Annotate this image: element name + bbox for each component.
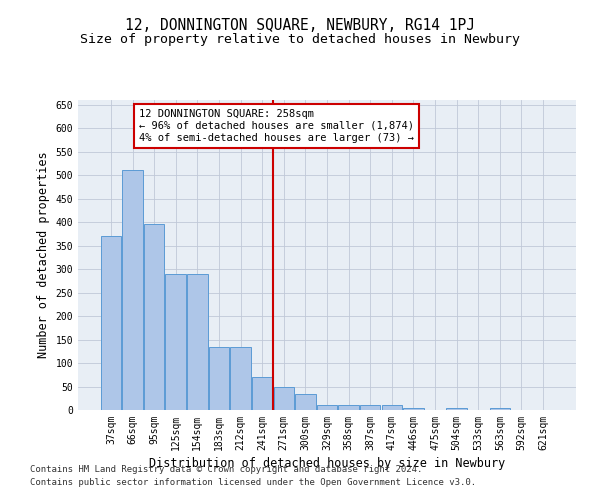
Bar [338, 406, 359, 410]
Bar [166, 274, 186, 410]
Text: Size of property relative to detached houses in Newbury: Size of property relative to detached ho… [80, 32, 520, 46]
Bar [274, 386, 294, 410]
Bar [382, 406, 402, 410]
Bar [144, 224, 164, 410]
Bar [209, 346, 229, 410]
Bar [295, 394, 316, 410]
Bar [230, 346, 251, 410]
Bar [360, 406, 380, 410]
Bar [490, 408, 510, 410]
Bar [252, 377, 272, 410]
X-axis label: Distribution of detached houses by size in Newbury: Distribution of detached houses by size … [149, 457, 505, 470]
Bar [446, 408, 467, 410]
Bar [101, 236, 121, 410]
Bar [122, 170, 143, 410]
Y-axis label: Number of detached properties: Number of detached properties [37, 152, 50, 358]
Text: 12, DONNINGTON SQUARE, NEWBURY, RG14 1PJ: 12, DONNINGTON SQUARE, NEWBURY, RG14 1PJ [125, 18, 475, 32]
Text: Contains HM Land Registry data © Crown copyright and database right 2024.: Contains HM Land Registry data © Crown c… [30, 466, 422, 474]
Bar [403, 408, 424, 410]
Text: Contains public sector information licensed under the Open Government Licence v3: Contains public sector information licen… [30, 478, 476, 487]
Text: 12 DONNINGTON SQUARE: 258sqm
← 96% of detached houses are smaller (1,874)
4% of : 12 DONNINGTON SQUARE: 258sqm ← 96% of de… [139, 110, 414, 142]
Bar [317, 406, 337, 410]
Bar [187, 274, 208, 410]
